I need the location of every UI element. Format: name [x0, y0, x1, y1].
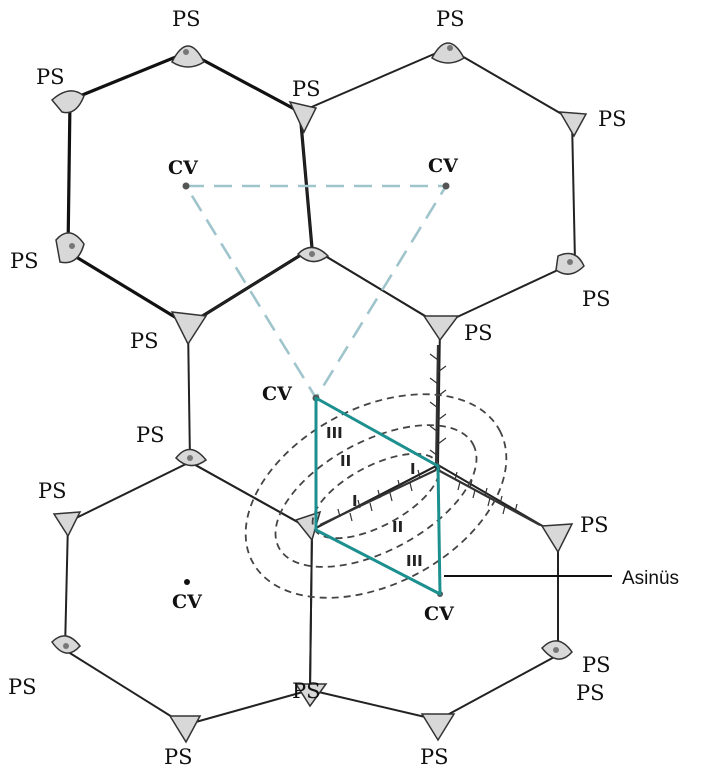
zone-labels: III II I I II III	[326, 424, 423, 570]
acinus-label: Asinüs	[622, 568, 679, 589]
portal-triad	[288, 100, 318, 134]
acinus-outline	[314, 396, 442, 596]
portal-triad	[170, 311, 208, 346]
zone-3-label: III	[326, 424, 343, 442]
acinus-zones	[244, 393, 508, 599]
zone-3-ellipse	[244, 393, 508, 599]
zone-2-label: II	[392, 518, 403, 536]
zone-2-ellipse	[274, 424, 478, 568]
ps-label: PS	[576, 681, 605, 705]
ps-label: PS	[580, 513, 609, 537]
lobule-top-left	[66, 50, 314, 327]
central-vein-labels: CV CV CV CV CV	[168, 155, 459, 625]
portal-triad	[52, 511, 82, 538]
portal-triads	[50, 42, 588, 744]
portal-triad	[540, 523, 574, 554]
ps-label: PS	[8, 675, 37, 699]
portal-triad	[431, 42, 465, 64]
cv-label: CV	[262, 383, 293, 405]
ps-label: PS	[130, 329, 159, 353]
vessel-branches	[319, 344, 541, 526]
central-vein-dot	[184, 579, 190, 585]
ps-label: PS	[36, 65, 65, 89]
cv-label: CV	[168, 157, 199, 179]
zone-1-label: I	[352, 492, 358, 510]
zone-2-label: II	[340, 452, 351, 470]
ps-label: PS	[598, 107, 627, 131]
central-vein-triangle	[183, 184, 449, 401]
zone-1-label: I	[410, 460, 416, 478]
ps-label: PS	[136, 423, 165, 447]
cv-label: CV	[424, 603, 455, 625]
ps-label: PS	[292, 77, 321, 101]
portal-triad	[422, 315, 460, 342]
lobule-middle	[187, 247, 441, 531]
ps-label: PS	[436, 7, 465, 31]
ps-label: PS	[582, 653, 611, 677]
central-vein-dot	[182, 182, 190, 190]
cv-label: CV	[428, 155, 459, 177]
ps-label: PS	[292, 679, 321, 703]
zone-3-label: III	[406, 552, 423, 570]
portal-triad	[50, 90, 85, 114]
cv-label: CV	[172, 591, 203, 613]
ps-label: PS	[10, 249, 39, 273]
portal-triad	[420, 713, 456, 742]
portal-triad	[168, 715, 202, 744]
portal-triad	[294, 683, 328, 708]
ps-label: PS	[582, 287, 611, 311]
ps-label: PS	[172, 7, 201, 31]
ps-label: PS	[420, 745, 449, 769]
portal-space-labels: PS PS PS PS PS PS PS PS PS PS PS PS PS P…	[8, 7, 627, 769]
ps-label: PS	[464, 321, 493, 345]
zone-1-ellipse	[311, 452, 441, 540]
central-vein-dot	[442, 182, 450, 190]
portal-triad	[558, 111, 588, 138]
ps-label: PS	[164, 745, 193, 769]
portal-triad	[171, 45, 205, 68]
ps-label: PS	[38, 479, 67, 503]
